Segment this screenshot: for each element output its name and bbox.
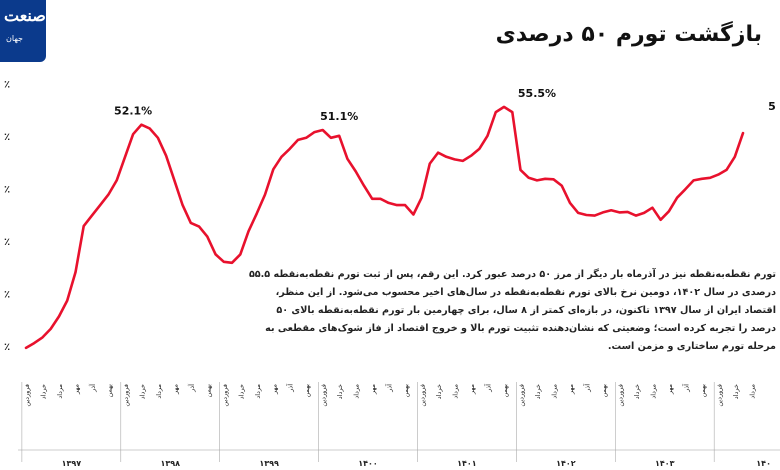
- x-tick-label: مرداد: [353, 384, 361, 399]
- y-tick-label: ٪: [4, 184, 10, 195]
- y-tick-label: ٪: [4, 237, 10, 248]
- x-tick-label: خرداد: [732, 384, 740, 399]
- x-tick-label: مهر: [666, 384, 674, 395]
- x-tick-label: مرداد: [452, 384, 460, 399]
- commentary-line: مرحله تورم ساختاری و مزمن است.: [607, 341, 776, 352]
- year-label: ۱۳۹۸: [160, 459, 180, 468]
- y-tick-label: ٪: [4, 79, 10, 90]
- x-tick-label: مهر: [171, 384, 179, 395]
- x-tick-label: بهمن: [501, 384, 509, 398]
- data-label: 55.5%: [518, 87, 556, 100]
- x-tick-label: خرداد: [39, 384, 47, 399]
- commentary-line: تورم نقطه‌به‌نقطه نیز در آذرماه بار دیگر…: [248, 269, 776, 280]
- x-tick-label: آذر: [484, 383, 493, 393]
- x-tick-label: مرداد: [155, 384, 163, 399]
- x-tick-label: فروردین: [715, 384, 723, 407]
- x-tick-label: آذر: [385, 383, 394, 393]
- x-tick-label: آذر: [681, 383, 690, 393]
- x-tick-label: مهر: [468, 384, 476, 395]
- y-tick-label: ٪: [4, 342, 10, 353]
- x-tick-label: بهمن: [600, 384, 608, 398]
- brand-logo: صنعت جهان: [0, 0, 46, 62]
- x-tick-label: آذر: [88, 383, 97, 393]
- x-tick-label: آذر: [187, 383, 196, 393]
- x-tick-label: خرداد: [633, 384, 641, 399]
- commentary-line: اقتصاد ایران از سال ۱۳۹۷ تاکنون، در بازه…: [276, 305, 776, 316]
- year-label: ۱۴۰۱: [457, 459, 477, 468]
- x-tick-label: آذر: [582, 383, 591, 393]
- x-tick-label: مهر: [567, 384, 575, 395]
- x-tick-label: بهمن: [303, 384, 311, 398]
- logo-text: صنعت: [4, 6, 46, 25]
- commentary-text: تورم نقطه‌به‌نقطه نیز در آذرماه بار دیگر…: [238, 266, 776, 356]
- year-label: ۱۴۰۰: [358, 459, 378, 468]
- x-tick-label: مرداد: [748, 384, 756, 399]
- x-tick-label: فروردین: [419, 384, 427, 407]
- x-tick-label: فروردین: [518, 384, 526, 407]
- data-label: 5: [768, 100, 776, 113]
- x-tick-label: فروردین: [23, 384, 31, 407]
- year-label: ۱۴۰۲: [556, 459, 576, 468]
- x-tick-label: فروردین: [221, 384, 229, 407]
- commentary-line: درصد را تجربه کرده است؛ وضعیتی که نشان‌د…: [265, 323, 776, 334]
- year-label: ۱۴۰: [756, 459, 771, 468]
- x-tick-label: مرداد: [56, 384, 64, 399]
- x-tick-label: آذر: [286, 383, 295, 393]
- x-tick-label: مهر: [72, 384, 80, 395]
- x-tick-label: بهمن: [699, 384, 707, 398]
- x-tick-label: بهمن: [105, 384, 113, 398]
- x-tick-label: فروردین: [616, 384, 624, 407]
- x-tick-label: مرداد: [649, 384, 657, 399]
- commentary-line: درصدی در سال ۱۴۰۲، دومین نرخ بالای تورم …: [275, 287, 776, 298]
- y-tick-label: ٪: [4, 289, 10, 300]
- year-label: ۱۴۰۳: [655, 459, 675, 468]
- x-tick-label: خرداد: [336, 384, 344, 399]
- x-tick-label: خرداد: [237, 384, 245, 399]
- year-label: ۱۳۹۹: [259, 459, 279, 468]
- data-label: 51.1%: [320, 110, 358, 123]
- logo-subtext: جهان: [6, 34, 23, 43]
- y-tick-label: ٪: [4, 132, 10, 143]
- x-tick-label: خرداد: [435, 384, 443, 399]
- x-tick-label: مرداد: [550, 384, 558, 399]
- x-tick-label: بهمن: [204, 384, 212, 398]
- x-tick-label: خرداد: [534, 384, 542, 399]
- chart-title: بازگشت تورم ۵۰ درصدی: [495, 22, 762, 47]
- year-label: ۱۳۹۷: [62, 459, 82, 468]
- x-tick-label: بهمن: [402, 384, 410, 398]
- x-tick-label: مرداد: [254, 384, 262, 399]
- x-tick-label: مهر: [270, 384, 278, 395]
- x-tick-label: مهر: [369, 384, 377, 395]
- x-tick-label: فروردین: [320, 384, 328, 407]
- x-tick-label: فروردین: [122, 384, 130, 407]
- data-label: 52.1%: [114, 105, 152, 118]
- series-line: [24, 105, 745, 350]
- x-tick-label: خرداد: [138, 384, 146, 399]
